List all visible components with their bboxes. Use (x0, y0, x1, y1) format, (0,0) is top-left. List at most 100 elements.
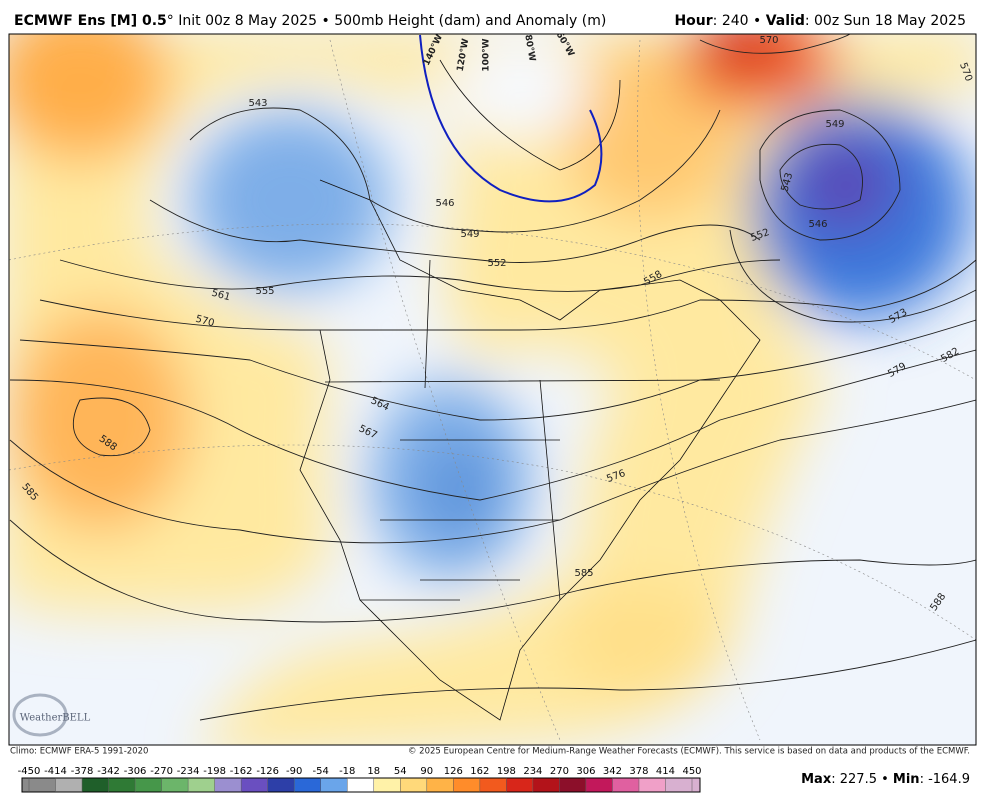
colorbar-swatch (665, 778, 700, 792)
colorbar-frame (21, 777, 701, 793)
valid-label: Valid (766, 13, 805, 29)
contour-label: 585 (574, 568, 593, 579)
colorbar-label: 342 (603, 766, 622, 777)
colorbar-label: 90 (420, 766, 433, 777)
colorbar-label: -270 (150, 766, 173, 777)
colorbar-label: 414 (656, 766, 675, 777)
colorbar-label: -198 (203, 766, 226, 777)
colorbar-label: -342 (97, 766, 120, 777)
state-borders (324, 259, 721, 601)
colorbar-label: 306 (576, 766, 595, 777)
max-value: 227.5 (840, 772, 877, 787)
min-value: -164.9 (928, 772, 970, 787)
colorbar-swatch (22, 778, 56, 792)
contour-label: 543 (780, 171, 796, 192)
contour-label: 555 (255, 286, 274, 297)
colorbar-swatch (479, 778, 507, 792)
colorbar-swatch (559, 778, 586, 792)
contour-label: 552 (487, 258, 506, 269)
map-frame (8, 33, 977, 746)
colorbar-label: 18 (367, 766, 380, 777)
colorbar-label: -450 (18, 766, 41, 777)
min-label: Min (893, 772, 920, 787)
contour-label: 546 (808, 219, 827, 230)
graticule (9, 444, 976, 641)
colorbar-label: 162 (470, 766, 489, 777)
colorbar: -450 -414 -378 -342 -306 -270 -234 -198 -162 -126… (18, 766, 702, 793)
colorbar-swatch (400, 778, 427, 792)
copyright: © 2025 European Centre for Medium-Range … (408, 747, 970, 757)
colorbar-swatch (161, 778, 189, 792)
coastline (299, 179, 761, 721)
colorbar-label: -18 (339, 766, 355, 777)
colorbar-label: 126 (444, 766, 463, 777)
colorbar-swatch (241, 778, 268, 792)
colorbar-swatch (188, 778, 215, 792)
colorbar-swatch (506, 778, 533, 792)
bullet: • (877, 772, 893, 787)
colorbar-label: 234 (523, 766, 542, 777)
contour-label: 570 (759, 35, 778, 46)
arctic-islands (439, 59, 621, 171)
logo: WeatherBELL (20, 713, 91, 724)
colorbar-swatch (214, 778, 242, 792)
contour-label: 561 (210, 288, 231, 304)
colorbar-label: 450 (682, 766, 701, 777)
longitude-label: 80°W (522, 34, 537, 62)
colorbar-swatch (82, 778, 109, 792)
map: 570 570 549 543 546 552 573 582 579 558 … (9, 34, 976, 745)
contour-label: 543 (248, 98, 267, 109)
longitude-label: 100°W (482, 38, 492, 71)
colorbar-swatch (347, 778, 374, 792)
colorbar-swatch (320, 778, 348, 792)
colorbar-label: 198 (497, 766, 516, 777)
colorbar-swatch (453, 778, 480, 792)
colorbar-label: 270 (550, 766, 569, 777)
colorbar-label: -378 (71, 766, 94, 777)
colorbar-swatch (267, 778, 295, 792)
header-right: Hour: 240 • Valid: 00z Sun 18 May 2025 (674, 13, 966, 29)
colorbar-swatch (585, 778, 613, 792)
contour-label: 570 (194, 314, 215, 330)
colorbar-label: -54 (313, 766, 329, 777)
header-left: ECMWF Ens [M] 0.5° Init 00z 8 May 2025 •… (14, 13, 606, 29)
graticule (9, 223, 976, 381)
height-contours (9, 34, 976, 721)
climo-note: Climo: ECMWF ERA-5 1991-2020 (10, 747, 148, 757)
colorbar-swatch (532, 778, 560, 792)
height-contour-540 (419, 34, 603, 203)
colorbar-swatch (294, 778, 321, 792)
colorbar-label: -234 (177, 766, 200, 777)
stats: Max: 227.5 • Min: -164.9 (801, 772, 970, 787)
contour-label: 549 (825, 119, 844, 130)
logo-swirl (12, 693, 68, 737)
colorbar-swatch (426, 778, 454, 792)
colorbar-label: 54 (394, 766, 407, 777)
colorbar-swatch (135, 778, 162, 792)
colorbar-label: -306 (124, 766, 147, 777)
contour-label: 546 (435, 198, 454, 209)
colorbar-swatch (108, 778, 136, 792)
colorbar-label: -162 (230, 766, 253, 777)
graticule (329, 39, 561, 741)
colorbar-swatch (612, 778, 639, 792)
valid-value: : 00z Sun 18 May 2025 (805, 13, 966, 29)
colorbar-label: -126 (256, 766, 279, 777)
max-sep: : (831, 772, 840, 787)
graticule (637, 39, 761, 741)
min-sep: : (920, 772, 929, 787)
hour-value: : 240 • (713, 13, 766, 29)
colorbar-swatch (373, 778, 401, 792)
colorbar-label: -414 (44, 766, 67, 777)
run-description: ° Init 00z 8 May 2025 • 500mb Height (da… (167, 13, 607, 29)
max-label: Max (801, 772, 832, 787)
colorbar-swatch (638, 778, 666, 792)
contour-label: 549 (460, 229, 479, 240)
colorbar-label: -90 (286, 766, 302, 777)
model-name: ECMWF Ens [M] 0.5 (14, 13, 167, 29)
hour-label: Hour (674, 13, 712, 29)
colorbar-label: 378 (629, 766, 648, 777)
colorbar-swatch (55, 778, 83, 792)
